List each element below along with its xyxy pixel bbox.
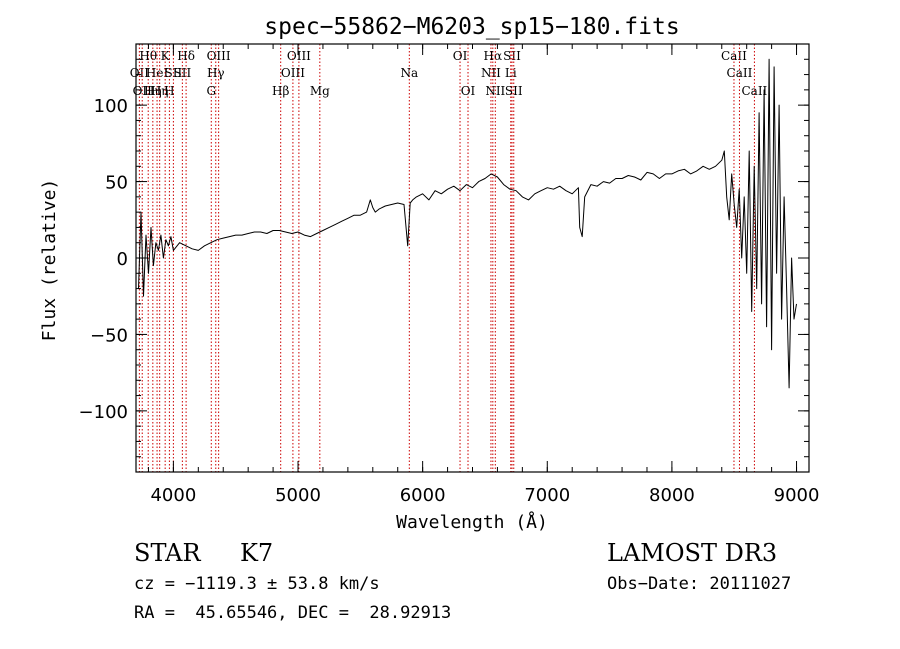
line-marker-label: Li: [505, 66, 517, 80]
y-tick-label: −100: [79, 402, 128, 423]
line-marker-label: SII: [505, 84, 523, 98]
line-marker-label: SII: [503, 49, 521, 63]
coordinates-readout: RA = 45.65546, DEC = 28.92913: [134, 603, 452, 623]
line-marker-label: Hβ: [272, 84, 289, 98]
y-tick-label: 100: [94, 96, 128, 117]
line-marker-label: OIII: [207, 49, 231, 63]
line-marker-label: Hδ: [177, 49, 195, 63]
line-marker-label: NII: [481, 66, 501, 80]
line-marker-label: Hη: [151, 84, 169, 98]
y-tick-label: 50: [105, 173, 128, 194]
line-marker-label: SII: [174, 66, 192, 80]
x-axis-label: Wavelength (Å): [396, 511, 548, 533]
line-marker-label: Na: [400, 66, 418, 80]
redshift-readout: cz = −1119.3 ± 53.8 km/s: [134, 574, 380, 594]
line-marker-label: OI: [461, 84, 476, 98]
line-marker-label: Hγ: [207, 66, 225, 80]
x-tick-label: 5000: [275, 485, 321, 506]
line-marker-label: CaII: [727, 66, 753, 80]
line-marker-label: Hθ: [139, 49, 157, 63]
class-label: STAR: [134, 539, 201, 567]
line-marker-label: OIII: [287, 49, 311, 63]
plot-frame: [135, 43, 810, 473]
line-marker-label: SII: [165, 66, 183, 80]
line-marker-label: G: [206, 84, 216, 98]
line-marker-label: CaII: [741, 84, 767, 98]
line-marker-label: OIII: [281, 66, 305, 80]
x-tick-label: 8000: [649, 485, 695, 506]
line-marker-label: CaII: [721, 49, 747, 63]
line-marker-label: Mg: [310, 84, 330, 98]
line-marker-label: HeI: [146, 66, 169, 80]
line-marker-label: H: [164, 84, 174, 98]
chart-title: spec−55862−M6203_sp15−180.fits: [264, 14, 679, 40]
subclass-label: K7: [240, 539, 274, 567]
y-axis-label: Flux (relative): [39, 179, 60, 342]
line-marker-label: Hα: [484, 49, 503, 63]
obs-date: Obs−Date: 20111027: [607, 574, 792, 594]
line-marker-label: OII: [130, 66, 150, 80]
survey-label: LAMOST DR3: [607, 539, 778, 567]
line-marker-label: K: [161, 49, 171, 63]
y-tick-label: −50: [90, 325, 128, 346]
x-tick-label: 7000: [524, 485, 570, 506]
line-marker-label: NII: [485, 84, 505, 98]
spectrum-line: [138, 58, 797, 389]
x-tick-label: 9000: [774, 485, 820, 506]
y-tick-label: 0: [117, 249, 128, 270]
line-marker-label: OII: [133, 84, 153, 98]
plot-area: OIIOIIHθHηHeIHηKHSIISIIHδGHγOIIIHβOIIIOI…: [79, 43, 820, 506]
x-tick-label: 6000: [400, 485, 446, 506]
line-marker-label: OI: [453, 49, 468, 63]
x-tick-label: 4000: [150, 485, 196, 506]
